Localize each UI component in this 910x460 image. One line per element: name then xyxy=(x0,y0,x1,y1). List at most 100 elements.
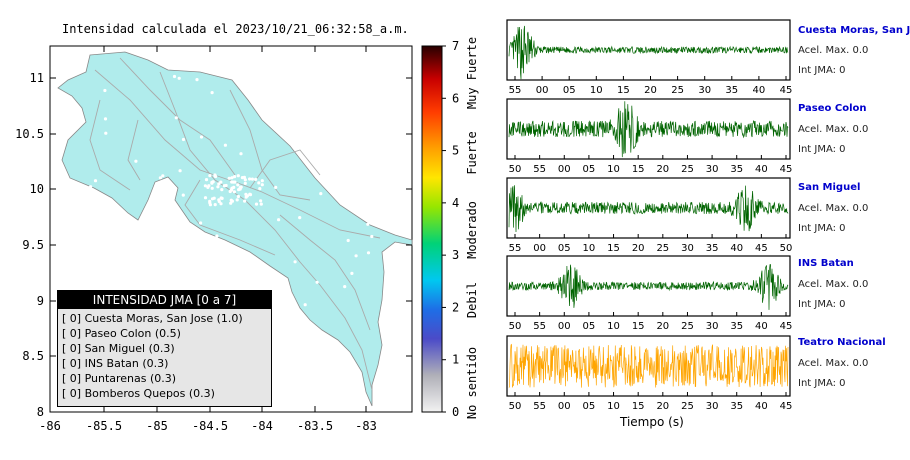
lat-tick-label: 10.5 xyxy=(15,127,44,141)
station-dot xyxy=(172,74,177,79)
lat-tick-label: 11 xyxy=(30,71,44,85)
trace-station-name: Teatro Nacional xyxy=(798,337,886,348)
time-tick-label: 10 xyxy=(590,85,603,96)
station-dot xyxy=(366,222,370,226)
time-tick-label: 25 xyxy=(681,321,694,332)
station-dot xyxy=(104,131,108,135)
legend-item: [ 0] INS Batan (0.3) xyxy=(62,357,169,370)
colorbar-tick-label: 7 xyxy=(452,39,459,53)
lon-tick-label: -83.5 xyxy=(297,419,333,433)
colorbar-category-label: Fuerte xyxy=(465,131,479,174)
station-dot xyxy=(207,184,211,188)
time-tick-label: 35 xyxy=(730,401,743,412)
station-dot xyxy=(315,280,319,284)
station-dot xyxy=(217,182,221,186)
time-tick-label: 15 xyxy=(632,321,645,332)
station-dot xyxy=(161,174,165,178)
trace-jma-label: Int JMA: 0 xyxy=(798,223,846,234)
time-tick-label: 05 xyxy=(583,321,596,332)
station-dot xyxy=(254,202,259,206)
station-dot xyxy=(213,203,217,207)
station-dot xyxy=(348,99,352,104)
station-dot xyxy=(245,194,249,198)
colorbar-category-label: Debil xyxy=(465,282,479,318)
station-dot xyxy=(232,190,236,194)
trace-accel-label: Acel. Max. 0.0 xyxy=(798,358,869,369)
trace-accel-label: Acel. Max. 0.0 xyxy=(798,124,869,135)
road-network xyxy=(89,57,381,391)
station-dot xyxy=(147,256,151,260)
colorbar-tick-label: 6 xyxy=(452,91,459,105)
time-tick-label: 25 xyxy=(656,243,669,254)
time-tick-label: 55 xyxy=(533,401,546,412)
map-title: Intensidad calculada el 2023/10/21_06:32… xyxy=(62,22,409,36)
time-tick-label: 20 xyxy=(656,164,669,175)
lat-tick-label: 8.5 xyxy=(22,349,44,363)
time-tick-label: 15 xyxy=(632,164,645,175)
station-dot xyxy=(138,226,142,230)
station-dot xyxy=(222,184,226,188)
station-dot xyxy=(236,194,240,199)
map-lat-axis: 11 10.5 10 9.5 9 8.5 8 xyxy=(15,71,412,419)
lon-tick-label: -83 xyxy=(355,419,377,433)
station-dot xyxy=(327,121,331,126)
colorbar-tick-label: 4 xyxy=(452,196,459,210)
intensity-colorbar xyxy=(421,45,443,413)
legend-title: INTENSIDAD JMA [0 a 7] xyxy=(58,291,271,309)
station-dot xyxy=(199,135,204,139)
station-dot xyxy=(259,202,263,206)
station-dot xyxy=(208,203,212,207)
time-tick-label: 20 xyxy=(656,401,669,412)
station-dot xyxy=(203,184,207,188)
trace-panel: 50 55 00 05 10 15 20 25 30 35 40 45 xyxy=(506,98,792,175)
time-tick-label: 20 xyxy=(632,243,645,254)
station-dot xyxy=(243,178,247,182)
station-dot xyxy=(178,169,182,173)
colorbar-tick-label: 1 xyxy=(452,353,459,367)
station-dot xyxy=(250,177,254,181)
trace-station-name: INS Batan xyxy=(798,258,854,269)
station-dot xyxy=(260,179,264,183)
lat-tick-label: 8 xyxy=(37,405,44,419)
costa-rica-landmass xyxy=(57,51,413,407)
station-dot xyxy=(259,199,263,203)
legend-list: [ 0] Cuesta Moras, San Jose (1.0) [ 0] P… xyxy=(58,311,271,401)
time-tick-label: 35 xyxy=(706,243,719,254)
station-dot xyxy=(215,234,219,238)
time-tick-label: 20 xyxy=(644,85,657,96)
trace-panel: 55 00 05 10 15 20 25 30 35 40 45 xyxy=(506,19,792,96)
time-tick-label: 00 xyxy=(533,243,546,254)
time-tick-label: 10 xyxy=(583,243,596,254)
trace-jma-label: Int JMA: 0 xyxy=(798,299,846,310)
colorbar-category-label: Muy Fuerte xyxy=(465,37,479,109)
time-tick-label: 30 xyxy=(706,164,719,175)
waveform-line xyxy=(508,343,789,388)
station-dot xyxy=(219,202,223,206)
station-dot xyxy=(314,342,318,346)
lon-tick-label: -86 xyxy=(39,419,61,433)
station-dot xyxy=(177,76,181,80)
station-dot xyxy=(239,152,243,156)
lat-tick-label: 9.5 xyxy=(22,238,44,252)
legend-item: [ 0] Paseo Colon (0.5) xyxy=(62,327,181,340)
station-dot xyxy=(181,193,185,197)
time-tick-label: 45 xyxy=(780,401,793,412)
station-dot xyxy=(93,179,98,183)
station-dot xyxy=(220,188,224,192)
time-tick-label: 55 xyxy=(509,85,522,96)
time-tick-label: 50 xyxy=(780,243,793,254)
time-tick-label: 15 xyxy=(632,401,645,412)
station-dot xyxy=(210,197,215,201)
trace-accel-label: Acel. Max. 0.0 xyxy=(798,45,869,56)
station-dot xyxy=(293,260,297,264)
time-tick-label: 15 xyxy=(617,85,630,96)
trace-accel-label: Acel. Max. 0.0 xyxy=(798,279,869,290)
time-tick-label: 50 xyxy=(509,164,522,175)
station-dot xyxy=(281,119,285,123)
time-tick-label: 05 xyxy=(558,243,571,254)
time-tick-label: 15 xyxy=(607,243,620,254)
legend-item: [ 0] San Miguel (0.3) xyxy=(62,342,175,355)
lat-tick-label: 9 xyxy=(37,294,44,308)
station-dot xyxy=(210,186,214,190)
station-dot xyxy=(158,176,162,180)
